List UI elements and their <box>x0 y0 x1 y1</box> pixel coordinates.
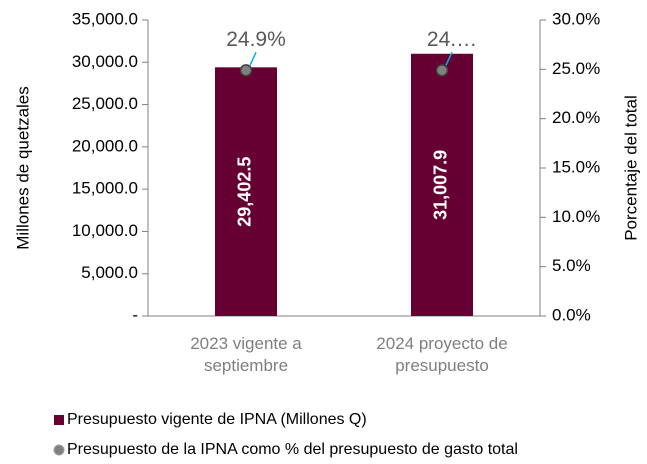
bar <box>215 67 277 316</box>
legend-marker <box>53 444 65 456</box>
point <box>435 64 449 77</box>
leader-line <box>445 52 453 66</box>
bar <box>411 53 473 317</box>
legend-marker <box>54 415 64 425</box>
legend-label: Presupuesto de la IPNA como % del presup… <box>67 441 518 458</box>
y2-tick-label: 15.0% <box>552 157 600 176</box>
y-tick-label: 30,000.0 <box>72 52 138 71</box>
x-tick-label: 2024 proyecto de presupuesto <box>376 334 508 375</box>
legend-label: Presupuesto vigente de IPNA (Millones Q) <box>67 411 367 428</box>
y-tick-label: 10,000.0 <box>72 221 138 240</box>
y-tick-label: 25,000.0 <box>72 94 138 113</box>
y2-tick-label: 30.0% <box>552 9 600 28</box>
y-tick-label: 35,000.0 <box>72 9 138 28</box>
y2-tick-label: 25.0% <box>552 59 600 78</box>
y-tick-label: 15,000.0 <box>72 179 138 198</box>
y-tick-label: - <box>132 305 138 324</box>
point <box>239 64 253 77</box>
y-tick-label: 5,000.0 <box>81 263 138 282</box>
point-value-label: 24.9% <box>226 28 286 51</box>
y2-tick-label: 5.0% <box>552 256 591 275</box>
point-value-label: 24.… <box>427 28 477 51</box>
bar-value-label: 31,007.9 <box>431 150 451 220</box>
leader-line <box>249 52 257 66</box>
y-axis-title: Millones de quetzales <box>13 86 32 249</box>
y2-tick-label: 10.0% <box>552 207 600 226</box>
y2-tick-label: 20.0% <box>552 108 600 127</box>
y-tick-label: 20,000.0 <box>72 136 138 155</box>
y2-axis-title: Porcentaje del total <box>621 95 640 241</box>
y2-tick-label: 0.0% <box>552 305 591 324</box>
x-tick-label: 2023 vigente a septiembre <box>190 334 302 375</box>
bar-value-label: 29,402.5 <box>235 157 255 227</box>
